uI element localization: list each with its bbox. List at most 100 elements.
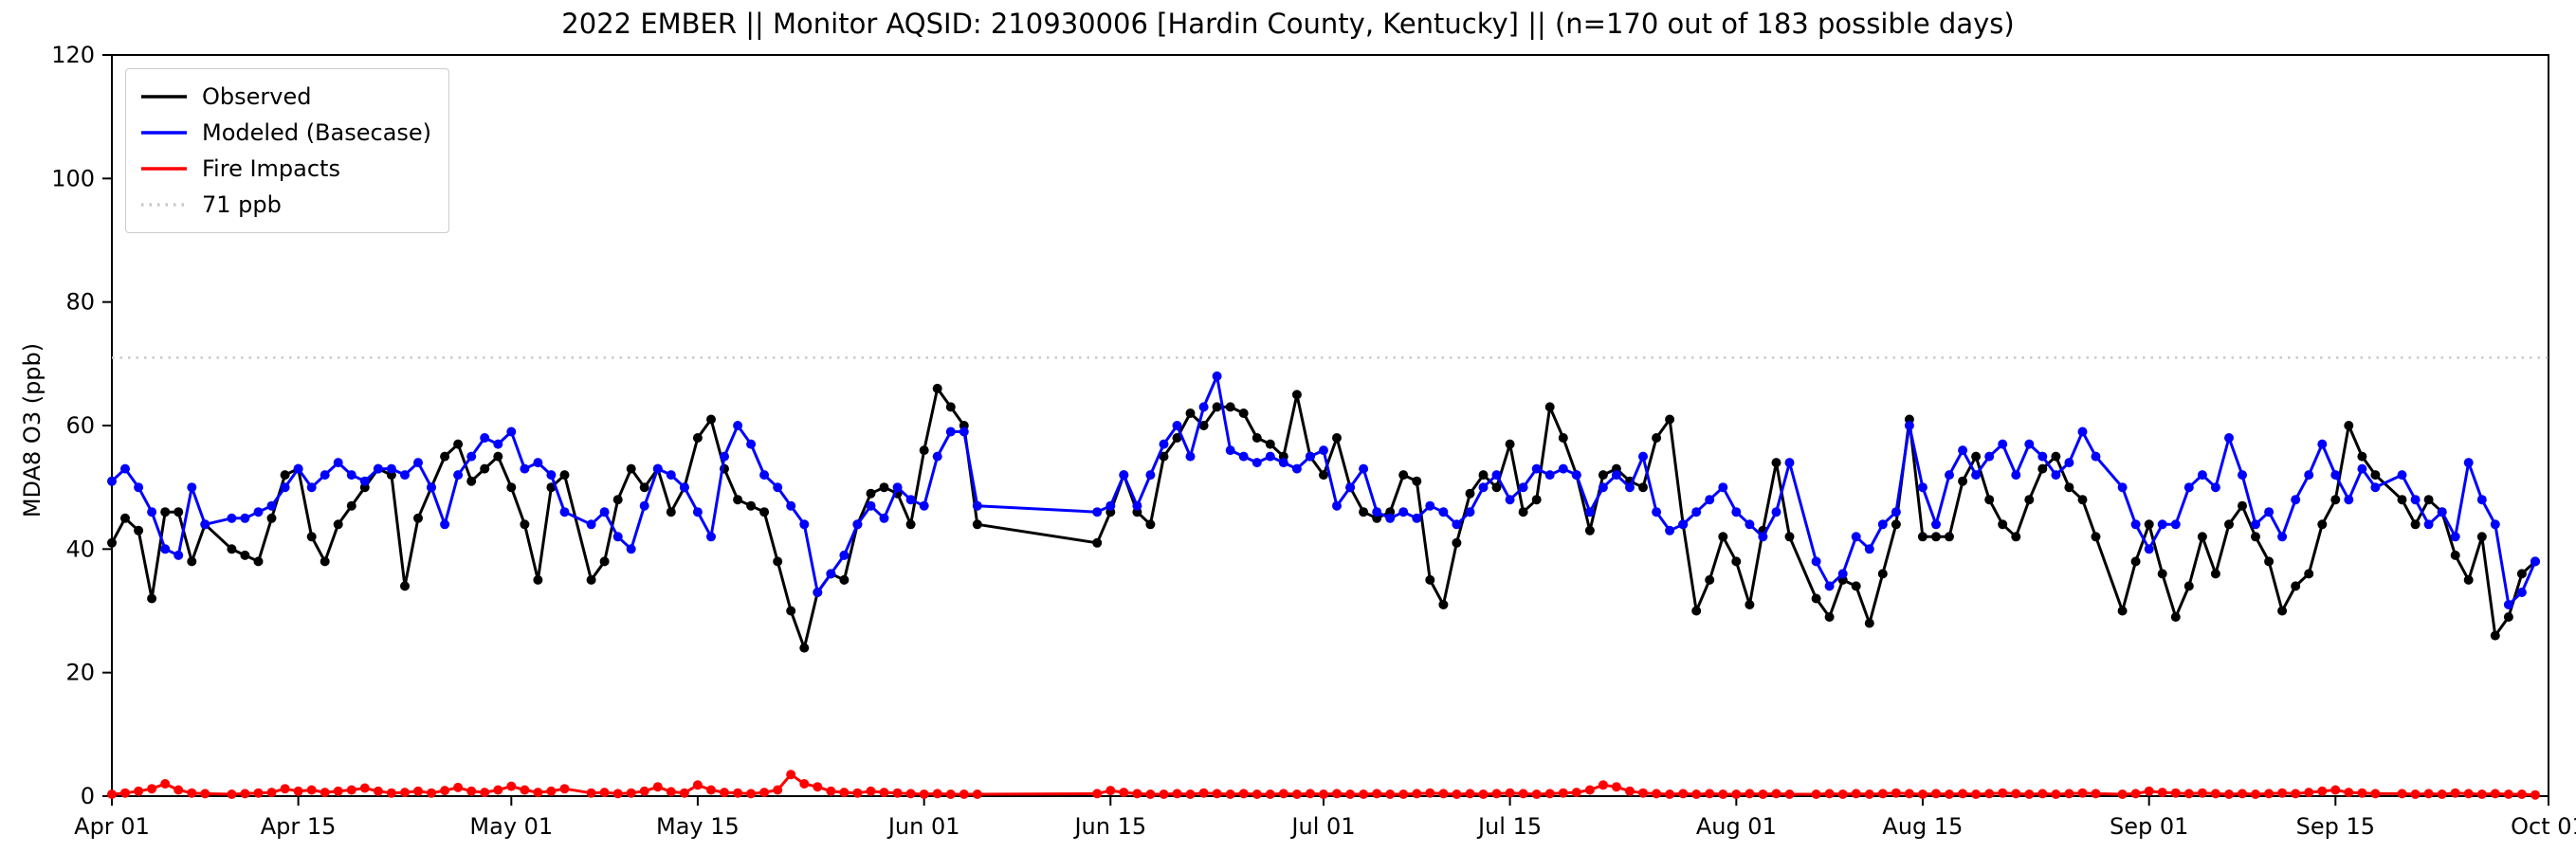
observed-marker (266, 513, 277, 523)
fire-impacts-marker (1518, 789, 1528, 799)
modeled-basecase-marker (359, 476, 370, 486)
fire-impacts-marker (1877, 789, 1888, 799)
fire-impacts-marker (466, 786, 477, 796)
modeled-basecase-marker (493, 439, 503, 449)
y-tick-label: 100 (51, 165, 95, 191)
modeled-basecase-marker (2357, 463, 2367, 474)
modeled-basecase-marker (1278, 458, 1288, 468)
fire-impacts-marker (107, 789, 117, 799)
observed-marker (1652, 433, 1662, 443)
modeled-basecase-marker (1265, 451, 1275, 462)
modeled-basecase-marker (333, 458, 343, 468)
fire-impacts-marker (2490, 789, 2500, 799)
modeled-basecase-marker (2330, 470, 2341, 481)
fire-impacts-marker (612, 789, 623, 799)
fire-impacts-marker (1758, 789, 1768, 799)
modeled-basecase-marker (1145, 470, 1156, 481)
modeled-basecase-marker (1758, 532, 1768, 542)
modeled-basecase-marker (1452, 519, 1462, 530)
modeled-basecase-marker (733, 421, 743, 430)
observed-marker (1291, 390, 1302, 400)
fire-impacts-marker (1678, 789, 1689, 799)
observed-marker (1172, 433, 1182, 443)
fire-impacts-marker (773, 785, 783, 795)
modeled-basecase-marker (2370, 482, 2381, 493)
modeled-basecase-marker (2024, 439, 2035, 449)
fire-impacts-marker (2064, 789, 2074, 799)
fire-impacts-marker (1931, 789, 1941, 799)
observed-marker (2117, 606, 2128, 616)
fire-impacts-marker (1105, 786, 1116, 796)
observed-marker (972, 519, 982, 530)
observed-marker (2210, 569, 2220, 579)
observed-marker (1238, 408, 1249, 418)
observed-marker (1212, 402, 1222, 412)
observed-marker (786, 606, 796, 616)
modeled-basecase-marker (1345, 482, 1356, 493)
observed-marker (506, 482, 517, 493)
fire-impacts-marker (1718, 789, 1728, 799)
modeled-basecase-marker (1305, 451, 1315, 462)
modeled-basecase-marker (2344, 495, 2354, 505)
legend-label: 71 ppb (202, 191, 282, 218)
fire-impacts-marker (2183, 789, 2194, 799)
observed-marker (2051, 451, 2061, 462)
fire-impacts-marker (586, 788, 596, 798)
observed-marker (174, 507, 184, 517)
modeled-basecase-marker (320, 470, 330, 481)
observed-marker (1771, 458, 1781, 468)
observed-marker (932, 383, 942, 393)
fire-impacts-marker (720, 788, 729, 798)
fire-impacts-marker (227, 789, 237, 799)
fire-impacts-marker (626, 788, 636, 798)
modeled-basecase-marker (639, 500, 649, 511)
modeled-basecase-marker (174, 550, 184, 560)
fire-impacts-marker (1278, 789, 1288, 799)
modeled-basecase-marker (2077, 426, 2088, 437)
modeled-basecase-marker (919, 500, 929, 511)
modeled-basecase-marker (1904, 421, 1914, 430)
modeled-basecase-marker (1691, 507, 1702, 517)
fire-impacts-marker (2197, 788, 2207, 798)
modeled-basecase-marker (1558, 463, 1568, 474)
modeled-basecase-marker (866, 500, 876, 511)
modeled-basecase-marker (120, 463, 130, 474)
modeled-basecase-marker (1398, 507, 1409, 517)
modeled-basecase-marker (1917, 482, 1927, 493)
fire-impacts-marker (1958, 789, 1968, 799)
modeled-basecase-marker (506, 426, 517, 437)
fire-impacts-marker (1398, 789, 1409, 799)
observed-marker (533, 574, 543, 585)
fire-impacts-marker (866, 786, 876, 796)
observed-line (110, 387, 2537, 650)
modeled-basecase-marker (2251, 519, 2260, 530)
modeled-basecase-marker (1891, 507, 1901, 517)
modeled-basecase-marker (1998, 439, 2008, 449)
modeled-basecase-marker (440, 519, 450, 530)
fire-impacts-marker (1531, 789, 1542, 799)
modeled-basecase-marker (2011, 470, 2021, 481)
observed-marker (280, 470, 290, 481)
observed-marker (1638, 482, 1648, 493)
modeled-basecase-marker (1238, 451, 1249, 462)
modeled-basecase-marker (107, 476, 117, 486)
observed-marker (400, 581, 410, 591)
modeled-basecase-marker (427, 482, 436, 493)
fire-impacts-marker (733, 788, 743, 798)
observed-marker (480, 463, 490, 474)
fire-impacts-marker (373, 786, 383, 796)
modeled-basecase-marker (546, 470, 557, 481)
observed-marker (134, 525, 144, 535)
observed-marker (1159, 451, 1169, 462)
fire-impacts-marker (2077, 788, 2088, 798)
fire-impacts-marker (253, 788, 264, 798)
legend-line-swatch (141, 167, 187, 171)
modeled-basecase-marker (227, 513, 237, 523)
modeled-basecase-marker (612, 532, 623, 542)
observed-marker (147, 593, 157, 604)
observed-marker (1984, 495, 1995, 505)
fire-impacts-marker (1159, 789, 1169, 799)
x-tick-label: Aug 01 (1696, 813, 1777, 840)
fire-impacts-marker (972, 789, 982, 799)
modeled-basecase-marker (1251, 458, 1262, 468)
